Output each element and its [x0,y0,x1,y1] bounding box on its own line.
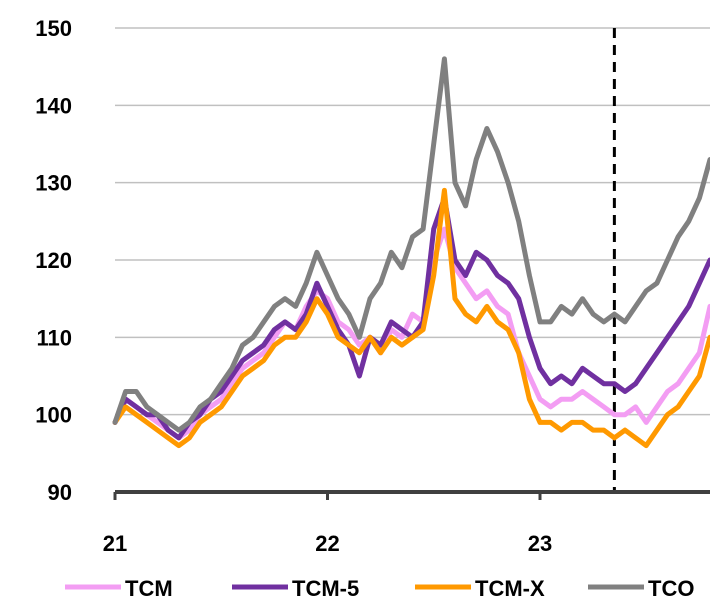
x-tick-label: 22 [315,531,339,556]
y-tick-label: 110 [37,325,73,350]
gridlines [115,27,710,416]
y-tick-label: 120 [35,248,72,273]
legend-label-tco: TCO [648,576,694,598]
legend: TCM TCM-5 TCM-X TCO [65,576,694,601]
series-line-tcm-x [112,187,710,449]
legend-label-tcm-5: TCM-5 [292,576,359,598]
legend-label-tcm: TCM [125,576,173,598]
y-tick-label: 100 [35,403,72,428]
series-lines [112,56,710,449]
y-tick-labels: 90 100 110 120 130 140 150 [35,16,72,505]
x-tick-label: 23 [528,531,552,556]
x-tick-labels: 21 22 23 [103,531,552,556]
y-tick-label: 90 [48,480,72,505]
axes [113,490,710,500]
series-line-tco [112,56,710,433]
x-tick-label: 21 [103,531,127,556]
y-tick-label: 150 [35,16,72,41]
legend-label-tcm-x: TCM-X [475,576,545,598]
y-tick-label: 140 [35,93,72,118]
y-tick-label: 130 [35,171,72,196]
series-line-tcm [112,226,710,441]
